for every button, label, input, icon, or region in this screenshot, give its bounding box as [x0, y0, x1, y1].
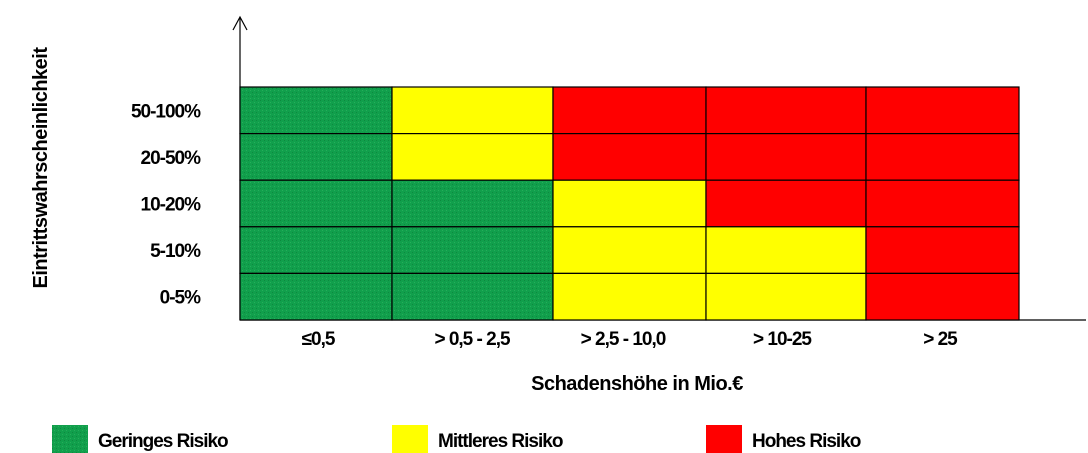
- x-tick-label: > 0,5 - 2,5: [434, 329, 511, 350]
- heatmap-cell-hoch: [865, 86, 1020, 135]
- legend-item-hoch: Hohes Risiko: [706, 425, 862, 453]
- cell-texture: [393, 181, 552, 226]
- heatmap-cell-mittel: [705, 226, 867, 275]
- cell-texture: [241, 227, 391, 273]
- legend-item-mittel: Mittleres Risiko: [392, 425, 564, 453]
- heatmap-cell-hoch: [552, 133, 707, 181]
- cell-texture: [393, 274, 552, 319]
- cell-texture: [241, 134, 391, 180]
- y-tick-label: 5-10%: [150, 241, 201, 262]
- heatmap-cells: [239, 86, 1020, 321]
- heatmap-cell-hoch: [865, 133, 1020, 181]
- legend-swatch: [706, 425, 742, 453]
- cell-texture: [241, 181, 391, 226]
- legend-label: Geringes Risiko: [98, 431, 228, 452]
- heatmap-cell-mittel: [391, 86, 554, 135]
- y-axis-arrow-icon: [232, 15, 248, 31]
- heatmap-cell-hoch: [552, 86, 707, 135]
- heatmap-cell-hoch: [865, 179, 1020, 228]
- x-tick-labels: ≤0,5 > 0,5 - 2,5 > 2,5 - 10,0 > 10-25 > 25: [302, 329, 960, 350]
- cell-texture: [241, 274, 391, 319]
- heatmap-cell-mittel: [552, 272, 707, 321]
- heatmap-cell-mittel: [391, 133, 554, 181]
- heatmap-cell-hoch: [705, 133, 867, 181]
- y-tick-label: 10-20%: [141, 195, 202, 216]
- legend-swatch: [392, 425, 428, 453]
- legend: Geringes Risiko Mittleres Risiko Hohes Ris…: [52, 425, 862, 453]
- cell-texture: [393, 227, 552, 273]
- y-tick-labels: 50-100% 20-50% 10-20% 5-10% 0-5%: [131, 101, 202, 309]
- y-tick-label: 50-100%: [131, 101, 201, 122]
- y-tick-label: 20-50%: [141, 148, 202, 169]
- y-axis-title: Eintrittswahrscheinlichkeit: [30, 47, 52, 289]
- legend-label: Mittleres Risiko: [438, 431, 563, 452]
- heatmap-cell-hoch: [705, 86, 867, 135]
- heatmap-cell-hoch: [865, 272, 1020, 321]
- x-tick-label: > 25: [923, 329, 958, 350]
- x-tick-label: > 10-25: [753, 329, 812, 350]
- cell-texture: [241, 88, 391, 133]
- heatmap-cell-hoch: [865, 226, 1020, 275]
- heatmap-cell-hoch: [705, 179, 867, 228]
- legend-label: Hohes Risiko: [752, 431, 861, 452]
- legend-swatch-texture: [52, 425, 88, 453]
- x-axis-title: Schadenshöhe in Mio.€: [531, 373, 743, 395]
- x-tick-label: ≤0,5: [302, 329, 336, 350]
- legend-item-gering: Geringes Risiko: [52, 425, 229, 453]
- heatmap-cell-mittel: [552, 179, 707, 228]
- x-tick-label: > 2,5 - 10,0: [581, 329, 666, 350]
- heatmap-cell-mittel: [705, 272, 867, 321]
- heatmap-cell-mittel: [552, 226, 707, 275]
- y-tick-label: 0-5%: [160, 288, 201, 309]
